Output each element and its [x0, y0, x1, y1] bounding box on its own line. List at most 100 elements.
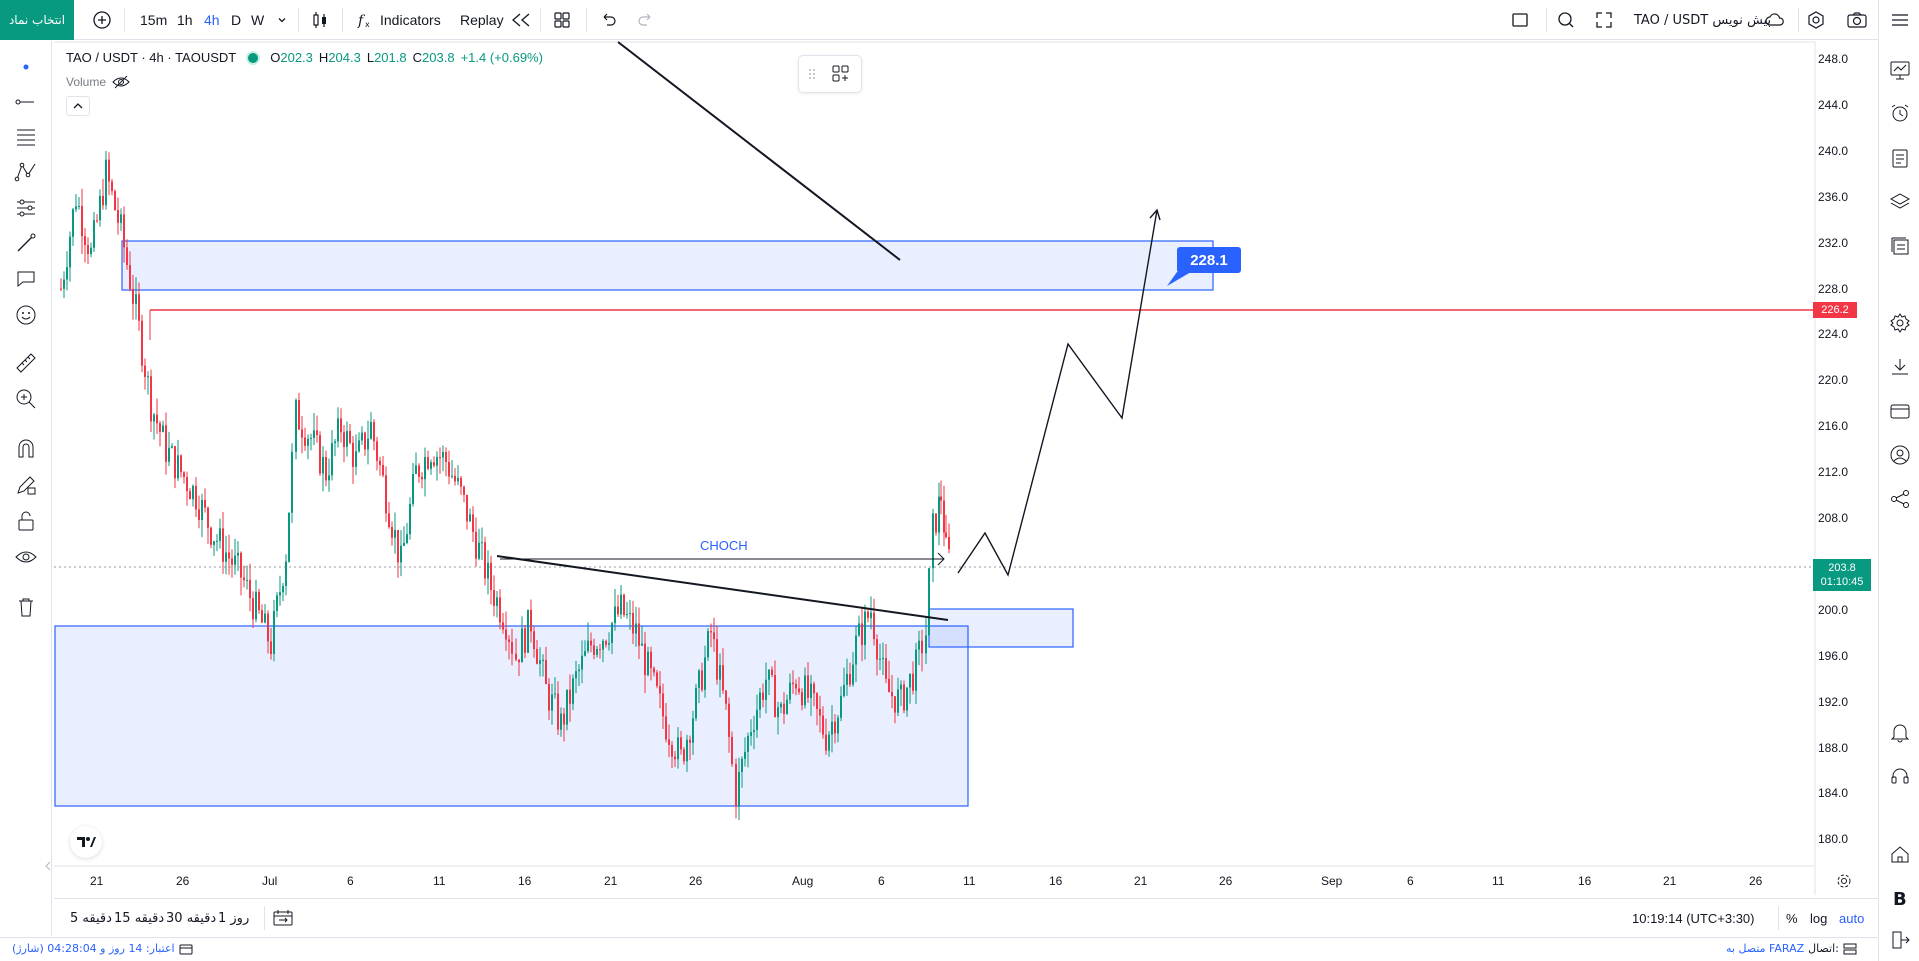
- redo-button[interactable]: [636, 0, 656, 40]
- cloud-save-button[interactable]: [1764, 0, 1786, 40]
- fullscreen-button[interactable]: [1594, 0, 1614, 40]
- interval-4h[interactable]: 4h: [204, 12, 220, 28]
- price-chart[interactable]: [0, 0, 1878, 961]
- chart-type-button[interactable]: [310, 0, 330, 40]
- legend-low: 201.8: [374, 50, 407, 65]
- lock-tool[interactable]: [12, 507, 40, 535]
- brush-tool[interactable]: [12, 229, 40, 257]
- clock-display[interactable]: 10:19:14 (UTC+3:30): [1632, 910, 1755, 926]
- fib-tool[interactable]: [12, 123, 40, 151]
- collapse-left-handle[interactable]: [44, 858, 52, 874]
- candle-body: [677, 737, 679, 760]
- alerts-button[interactable]: [1887, 100, 1913, 126]
- zoom-tool[interactable]: [12, 385, 40, 413]
- credit-status[interactable]: اعتبار: 14 روز و 04:28:04 (شارژ): [12, 942, 193, 955]
- percent-toggle[interactable]: %: [1786, 910, 1798, 926]
- candle-body: [903, 684, 905, 711]
- notes-button[interactable]: [1887, 145, 1913, 171]
- hide-drawings-tool[interactable]: [12, 543, 40, 571]
- candle-body: [741, 758, 743, 772]
- layouts-button[interactable]: [552, 0, 572, 40]
- candle-body: [611, 623, 613, 644]
- trend-line-tool[interactable]: [12, 88, 40, 116]
- date-range-button[interactable]: [272, 899, 294, 937]
- interval-dropdown[interactable]: [276, 0, 288, 40]
- share-button[interactable]: [1887, 486, 1913, 512]
- magnet-tool[interactable]: [12, 435, 40, 463]
- profile-button[interactable]: [1887, 442, 1913, 468]
- symbol-search-button[interactable]: انتخاب نماد: [0, 0, 74, 40]
- range-30m[interactable]: 30 دقیقه: [166, 910, 217, 926]
- wallet-button[interactable]: [1887, 398, 1913, 424]
- log-toggle[interactable]: log: [1810, 910, 1828, 926]
- connection-status[interactable]: متصل به FARAZ اتصال:: [1726, 942, 1857, 955]
- chart-settings-button[interactable]: [1836, 873, 1852, 892]
- candle-body: [533, 631, 535, 650]
- fullscreen-rect-button[interactable]: [1510, 0, 1530, 40]
- snapshot-button[interactable]: [1846, 0, 1868, 40]
- floating-drawing-toolbar[interactable]: [798, 55, 862, 93]
- icon-tool[interactable]: [12, 301, 40, 329]
- time-tick-label: 11: [963, 874, 976, 888]
- range-1d[interactable]: 1 روز: [218, 910, 250, 926]
- tradingview-logo[interactable]: [70, 826, 102, 858]
- user-circle-icon: [1889, 444, 1911, 466]
- layers-button[interactable]: [1887, 189, 1913, 215]
- range-15m[interactable]: 15 دقیقه: [114, 910, 165, 926]
- volume-indicator[interactable]: Volume: [66, 75, 130, 89]
- crosshair-tool[interactable]: [12, 53, 40, 81]
- eye-icon: [14, 545, 38, 569]
- layout-title[interactable]: TAO / USDT پیش نویس: [1634, 12, 1772, 28]
- notifications-button[interactable]: [1887, 719, 1913, 745]
- pattern-tool[interactable]: [12, 158, 40, 186]
- tv-logo-icon: [76, 836, 96, 848]
- candle-body: [409, 504, 411, 535]
- candle-body: [502, 622, 504, 630]
- legend-symbol[interactable]: TAO / USDT · 4h · TAOUSDT: [66, 50, 237, 65]
- interval-w[interactable]: W: [251, 12, 265, 28]
- interval-d[interactable]: D: [231, 12, 242, 28]
- settings-button[interactable]: [1806, 0, 1826, 40]
- share-icon: [1889, 488, 1911, 510]
- forecast-tool[interactable]: [12, 194, 40, 222]
- candle-body: [545, 659, 547, 685]
- candle-body: [852, 664, 854, 685]
- menu-button[interactable]: [1887, 7, 1913, 33]
- target-price-label[interactable]: 228.1: [1177, 247, 1241, 273]
- settings-sidebar-button[interactable]: [1887, 310, 1913, 336]
- stay-drawing-tool[interactable]: [12, 471, 40, 499]
- home-button[interactable]: [1887, 841, 1913, 867]
- drag-handle-icon[interactable]: [807, 66, 817, 82]
- auto-toggle[interactable]: auto: [1839, 910, 1865, 926]
- object-tree-button[interactable]: [1887, 233, 1913, 259]
- watchlist-button[interactable]: [1887, 57, 1913, 83]
- range-5m[interactable]: 5 دقیقه: [70, 910, 112, 926]
- support-button[interactable]: [1887, 763, 1913, 789]
- download-button[interactable]: [1887, 354, 1913, 380]
- interval-15m[interactable]: 15m: [140, 12, 168, 28]
- broker-button[interactable]: B: [1887, 885, 1913, 911]
- exit-button[interactable]: [1887, 927, 1913, 953]
- text-tool[interactable]: [12, 265, 40, 293]
- undo-button[interactable]: [598, 0, 618, 40]
- supply-zone: [121, 240, 1214, 291]
- candle-body: [264, 613, 266, 623]
- remove-drawings-tool[interactable]: [12, 593, 40, 621]
- quick-search-button[interactable]: [1556, 0, 1576, 40]
- choch-annotation[interactable]: CHOCH: [700, 538, 748, 553]
- legend-change: +1.4 (+0.69%): [460, 50, 543, 65]
- add-symbol-button[interactable]: [92, 0, 112, 40]
- eye-off-icon[interactable]: [112, 75, 130, 89]
- replay-button[interactable]: Replay: [460, 0, 532, 40]
- candle-body: [361, 432, 363, 441]
- interval-1h[interactable]: 1h: [177, 12, 193, 28]
- measure-tool[interactable]: [12, 349, 40, 377]
- chevron-down-icon: [276, 14, 288, 26]
- candle-body: [493, 590, 495, 606]
- collapse-legend-button[interactable]: [66, 96, 90, 116]
- time-tick-label: 16: [1578, 874, 1592, 888]
- candle-body: [593, 645, 595, 655]
- add-to-favorites-icon[interactable]: [831, 64, 851, 84]
